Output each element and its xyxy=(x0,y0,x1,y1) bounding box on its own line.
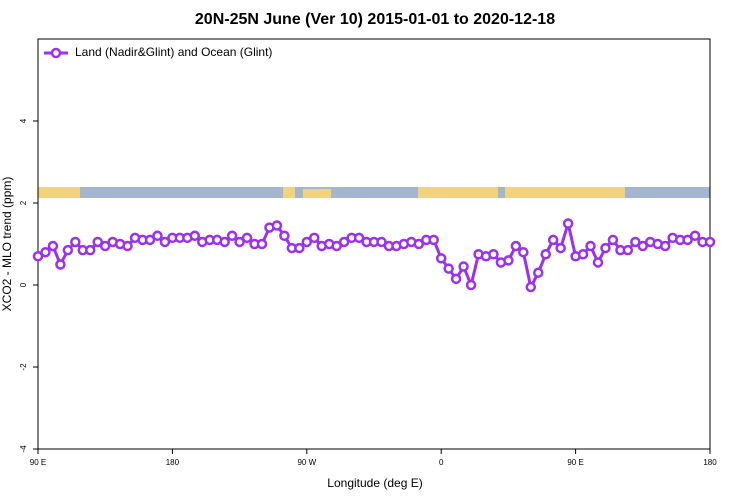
point xyxy=(592,257,604,268)
point xyxy=(241,232,253,244)
chart-title: 20N-25N June (Ver 10) 2015-01-01 to 2020… xyxy=(195,11,555,28)
point xyxy=(159,236,171,248)
point xyxy=(47,240,59,252)
legend-label: Land (Nadir&Glint) and Ocean (Glint) xyxy=(75,45,272,59)
point xyxy=(630,236,641,248)
point xyxy=(219,236,230,248)
point xyxy=(428,234,439,246)
point xyxy=(413,238,425,250)
point xyxy=(99,240,111,252)
point xyxy=(32,251,44,262)
point xyxy=(189,230,201,242)
point xyxy=(226,230,238,242)
x-tick-label: 180 xyxy=(166,458,180,467)
point xyxy=(637,240,649,252)
point xyxy=(562,218,574,229)
point xyxy=(488,249,499,260)
point xyxy=(338,236,350,248)
point xyxy=(62,244,74,256)
y-tick-label: 4 xyxy=(19,118,28,123)
point xyxy=(525,281,537,293)
point xyxy=(256,238,268,250)
x-tick-label: 180 xyxy=(703,458,717,467)
point xyxy=(547,234,559,246)
point xyxy=(689,230,701,242)
point xyxy=(294,242,305,254)
point xyxy=(607,234,619,246)
point xyxy=(70,236,81,248)
point xyxy=(450,273,462,285)
point xyxy=(271,220,283,231)
point xyxy=(458,261,469,272)
point xyxy=(144,234,156,246)
x-tick-label: 0 xyxy=(439,458,444,467)
point xyxy=(376,236,387,248)
point xyxy=(659,240,671,252)
point xyxy=(518,246,529,258)
x-tick-label: 90 E xyxy=(30,458,46,467)
point xyxy=(443,263,454,274)
point xyxy=(555,242,566,254)
y-tick-label: 2 xyxy=(19,200,28,205)
point xyxy=(435,253,447,264)
point xyxy=(600,242,611,254)
point xyxy=(309,232,320,244)
point xyxy=(55,259,66,270)
point xyxy=(533,267,544,278)
x-axis-label: Longitude (deg E) xyxy=(327,476,422,490)
point xyxy=(40,246,51,258)
map-strip xyxy=(38,187,710,198)
point xyxy=(622,244,634,256)
point xyxy=(465,279,477,291)
point xyxy=(577,249,589,260)
point xyxy=(503,255,514,266)
series-line xyxy=(37,217,710,292)
point xyxy=(704,236,716,248)
point xyxy=(353,232,365,244)
point xyxy=(152,230,163,242)
x-tick-label: 90 W xyxy=(297,458,316,467)
legend-marker xyxy=(50,47,62,59)
point xyxy=(331,240,342,252)
y-tick-label: -4 xyxy=(19,445,28,453)
point xyxy=(92,236,103,248)
point xyxy=(540,249,551,260)
point xyxy=(85,244,96,256)
series xyxy=(32,217,716,293)
y-tick-label: -2 xyxy=(19,363,28,371)
point xyxy=(279,230,290,242)
point xyxy=(301,236,313,248)
y-tick-label: 0 xyxy=(19,282,28,287)
y-axis-label: XCO2 - MLO trend (ppm) xyxy=(0,177,14,312)
point xyxy=(234,236,245,248)
point xyxy=(122,240,133,252)
point xyxy=(510,240,522,252)
point xyxy=(682,234,693,246)
x-tick-label: 90 E xyxy=(567,458,583,467)
point xyxy=(585,240,596,252)
